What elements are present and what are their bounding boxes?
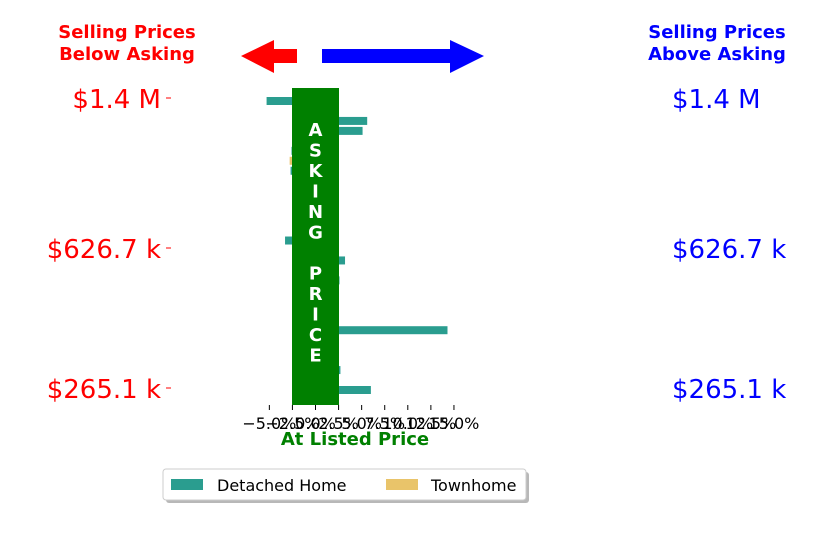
right-price-top: $1.4 M	[672, 85, 761, 115]
below-asking-title-line2: Below Asking	[59, 44, 195, 65]
asking-price-letter: A	[309, 120, 323, 141]
legend-townhome-label: Townhome	[430, 476, 516, 495]
above-asking-title-line1: Selling Prices	[648, 22, 785, 43]
x-tick-label: 2.5%	[318, 414, 359, 433]
asking-price-letter: C	[309, 325, 322, 346]
asking-price-letter: P	[309, 264, 322, 285]
asking-price-band	[292, 88, 339, 405]
asking-price-letter: E	[309, 346, 321, 367]
legend-detached-label: Detached Home	[217, 476, 347, 495]
detached-bar	[315, 126, 363, 135]
x-tick-label: 10.0%	[382, 414, 433, 433]
asking-price-letter: I	[312, 305, 319, 326]
asking-price-letter: G	[308, 223, 323, 244]
asking-price-letter: R	[309, 284, 323, 305]
left-price-top: $1.4 M	[72, 85, 161, 115]
above-asking-title-line2: Above Asking	[648, 44, 786, 65]
x-tick-label: −2.5%	[265, 414, 319, 433]
x-axis-label: At Listed Price	[281, 429, 429, 450]
x-tick-label: 5.0%	[341, 414, 382, 433]
legend-townhome-swatch	[386, 479, 418, 490]
x-tick-label: 7.5%	[364, 414, 405, 433]
right-price-middle: $626.7 k	[672, 235, 786, 265]
x-tick-label: −5.0%	[242, 414, 296, 433]
left-price-middle: $626.7 k	[47, 235, 161, 265]
legend: Detached Home Townhome	[162, 468, 529, 503]
x-axis-ticks: −5.0%−2.5%0.0%2.5%5.0%7.5%10.0%12.5%15.0…	[242, 405, 479, 433]
asking-price-letter: I	[312, 182, 319, 203]
x-tick-label: 0.0%	[295, 414, 336, 433]
right-arrow-icon	[322, 40, 484, 73]
detached-bar	[315, 326, 448, 335]
x-tick-label: 12.5%	[405, 414, 456, 433]
detached-bar	[266, 97, 316, 105]
legend-detached-swatch	[171, 479, 203, 490]
x-tick-label: 15.0%	[429, 414, 480, 433]
detached-bar	[315, 386, 371, 394]
detached-bar	[315, 116, 368, 125]
asking-price-letter: N	[308, 202, 323, 223]
left-arrow-icon	[241, 40, 297, 73]
asking-price-letter: K	[309, 161, 324, 182]
legend-box	[162, 468, 527, 501]
left-price-bottom: $265.1 k	[47, 375, 161, 405]
right-price-bottom: $265.1 k	[672, 375, 786, 405]
below-asking-title-line1: Selling Prices	[58, 22, 195, 43]
asking-price-letter: S	[309, 141, 322, 162]
